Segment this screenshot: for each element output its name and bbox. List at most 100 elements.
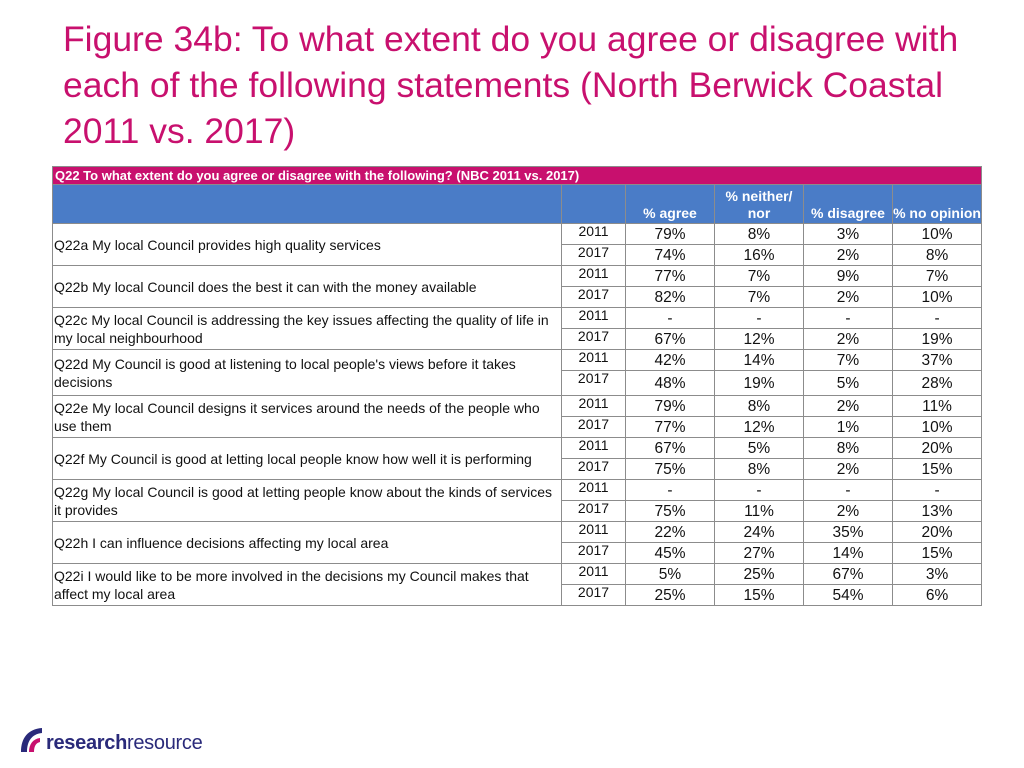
header-year bbox=[561, 184, 626, 224]
neither-cell: 8% bbox=[714, 223, 804, 245]
agree-cell: 67% bbox=[625, 437, 715, 459]
neither-cell: 15% bbox=[714, 584, 804, 606]
agree-cell: - bbox=[625, 479, 715, 501]
neither-cell: 5% bbox=[714, 437, 804, 459]
neither-cell: - bbox=[714, 479, 804, 501]
no-opinion-cell: 10% bbox=[891, 223, 983, 245]
agree-cell: 75% bbox=[625, 458, 715, 480]
table-row: Q22c My local Council is addressing the … bbox=[52, 307, 983, 350]
table-row: Q22f My Council is good at letting local… bbox=[52, 437, 983, 480]
year-cell: 2017 bbox=[561, 286, 626, 308]
disagree-cell: 8% bbox=[803, 437, 893, 459]
year-cell: 2017 bbox=[561, 370, 626, 396]
disagree-cell: 9% bbox=[803, 265, 893, 287]
header-no-opinion: % no opinion bbox=[891, 184, 983, 224]
agree-cell: 75% bbox=[625, 500, 715, 522]
agree-cell: 48% bbox=[625, 370, 715, 396]
no-opinion-cell: 11% bbox=[891, 395, 983, 417]
question-cell: Q22i I would like to be more involved in… bbox=[52, 563, 562, 606]
no-opinion-cell: 28% bbox=[891, 370, 983, 396]
logo-text-normal: resource bbox=[127, 732, 203, 754]
disagree-cell: 2% bbox=[803, 500, 893, 522]
table-row: 2017 67% 12% 2% 19% bbox=[53, 328, 983, 350]
no-opinion-cell: - bbox=[891, 479, 983, 501]
no-opinion-cell: 8% bbox=[891, 244, 983, 266]
table-row: Q22d My Council is good at listening to … bbox=[52, 349, 983, 396]
agree-cell: - bbox=[625, 307, 715, 329]
no-opinion-cell: 10% bbox=[891, 416, 983, 438]
neither-cell: 24% bbox=[714, 521, 804, 543]
disagree-cell: 2% bbox=[803, 286, 893, 308]
logo-text-bold: research bbox=[46, 732, 127, 754]
neither-cell: 8% bbox=[714, 458, 804, 480]
neither-cell: 27% bbox=[714, 542, 804, 564]
question-cell: Q22b My local Council does the best it c… bbox=[52, 265, 562, 308]
disagree-cell: 3% bbox=[803, 223, 893, 245]
neither-cell: 25% bbox=[714, 563, 804, 585]
header-agree: % agree bbox=[625, 184, 715, 224]
disagree-cell: 54% bbox=[803, 584, 893, 606]
no-opinion-cell: 7% bbox=[891, 265, 983, 287]
no-opinion-cell: 19% bbox=[891, 328, 983, 350]
disagree-cell: 2% bbox=[803, 458, 893, 480]
table-banner: Q22 To what extent do you agree or disag… bbox=[51, 166, 983, 185]
year-cell: 2011 bbox=[561, 307, 626, 329]
year-cell: 2017 bbox=[561, 244, 626, 266]
disagree-cell: - bbox=[803, 479, 893, 501]
disagree-cell: 67% bbox=[803, 563, 893, 585]
agree-cell: 25% bbox=[625, 584, 715, 606]
table-row: Q22h I can influence decisions affecting… bbox=[52, 521, 983, 564]
neither-cell: 12% bbox=[714, 416, 804, 438]
no-opinion-cell: 20% bbox=[891, 437, 983, 459]
agree-cell: 67% bbox=[625, 328, 715, 350]
disagree-cell: 14% bbox=[803, 542, 893, 564]
year-cell: 2011 bbox=[561, 265, 626, 287]
agree-cell: 79% bbox=[625, 223, 715, 245]
research-resource-logo: researchresource bbox=[18, 718, 218, 762]
year-cell: 2011 bbox=[561, 521, 626, 543]
question-cell: Q22a My local Council provides high qual… bbox=[52, 223, 562, 266]
question-cell: Q22e My local Council designs it service… bbox=[52, 395, 562, 438]
agree-cell: 45% bbox=[625, 542, 715, 564]
year-cell: 2017 bbox=[561, 328, 626, 350]
header-question bbox=[52, 184, 562, 224]
agree-cell: 82% bbox=[625, 286, 715, 308]
disagree-cell: 2% bbox=[803, 328, 893, 350]
disagree-cell: 7% bbox=[803, 349, 893, 371]
disagree-cell: - bbox=[803, 307, 893, 329]
year-cell: 2017 bbox=[561, 500, 626, 522]
no-opinion-cell: 15% bbox=[891, 542, 983, 564]
agree-cell: 22% bbox=[625, 521, 715, 543]
question-cell: Q22d My Council is good at listening to … bbox=[52, 349, 562, 396]
year-cell: 2011 bbox=[561, 395, 626, 417]
question-cell: Q22f My Council is good at letting local… bbox=[52, 437, 562, 480]
table-row: Q22e My local Council designs it service… bbox=[52, 395, 983, 438]
table-row: Q22g My local Council is good at letting… bbox=[52, 479, 983, 522]
year-cell: 2017 bbox=[561, 584, 626, 606]
no-opinion-cell: 6% bbox=[891, 584, 983, 606]
no-opinion-cell: 37% bbox=[891, 349, 983, 371]
table-banner-row: Q22 To what extent do you agree or disag… bbox=[51, 166, 983, 185]
disagree-cell: 5% bbox=[803, 370, 893, 396]
header-neither: % neither/ nor bbox=[714, 184, 804, 224]
neither-cell: 19% bbox=[714, 370, 804, 396]
year-cell: 2011 bbox=[561, 223, 626, 245]
neither-cell: 7% bbox=[714, 286, 804, 308]
agree-cell: 74% bbox=[625, 244, 715, 266]
neither-cell: 16% bbox=[714, 244, 804, 266]
neither-cell: 14% bbox=[714, 349, 804, 371]
header-disagree: % disagree bbox=[803, 184, 893, 224]
neither-cell: 7% bbox=[714, 265, 804, 287]
no-opinion-cell: - bbox=[891, 307, 983, 329]
table-row: 2017 25% 15% 54% 6% bbox=[53, 584, 983, 606]
neither-cell: 11% bbox=[714, 500, 804, 522]
disagree-cell: 2% bbox=[803, 395, 893, 417]
page-title: Figure 34b: To what extent do you agree … bbox=[63, 19, 959, 151]
year-cell: 2011 bbox=[561, 563, 626, 585]
table-row: Q22a My local Council provides high qual… bbox=[52, 223, 983, 266]
disagree-cell: 2% bbox=[803, 244, 893, 266]
neither-cell: 12% bbox=[714, 328, 804, 350]
year-cell: 2017 bbox=[561, 542, 626, 564]
year-cell: 2011 bbox=[561, 437, 626, 459]
agree-cell: 79% bbox=[625, 395, 715, 417]
